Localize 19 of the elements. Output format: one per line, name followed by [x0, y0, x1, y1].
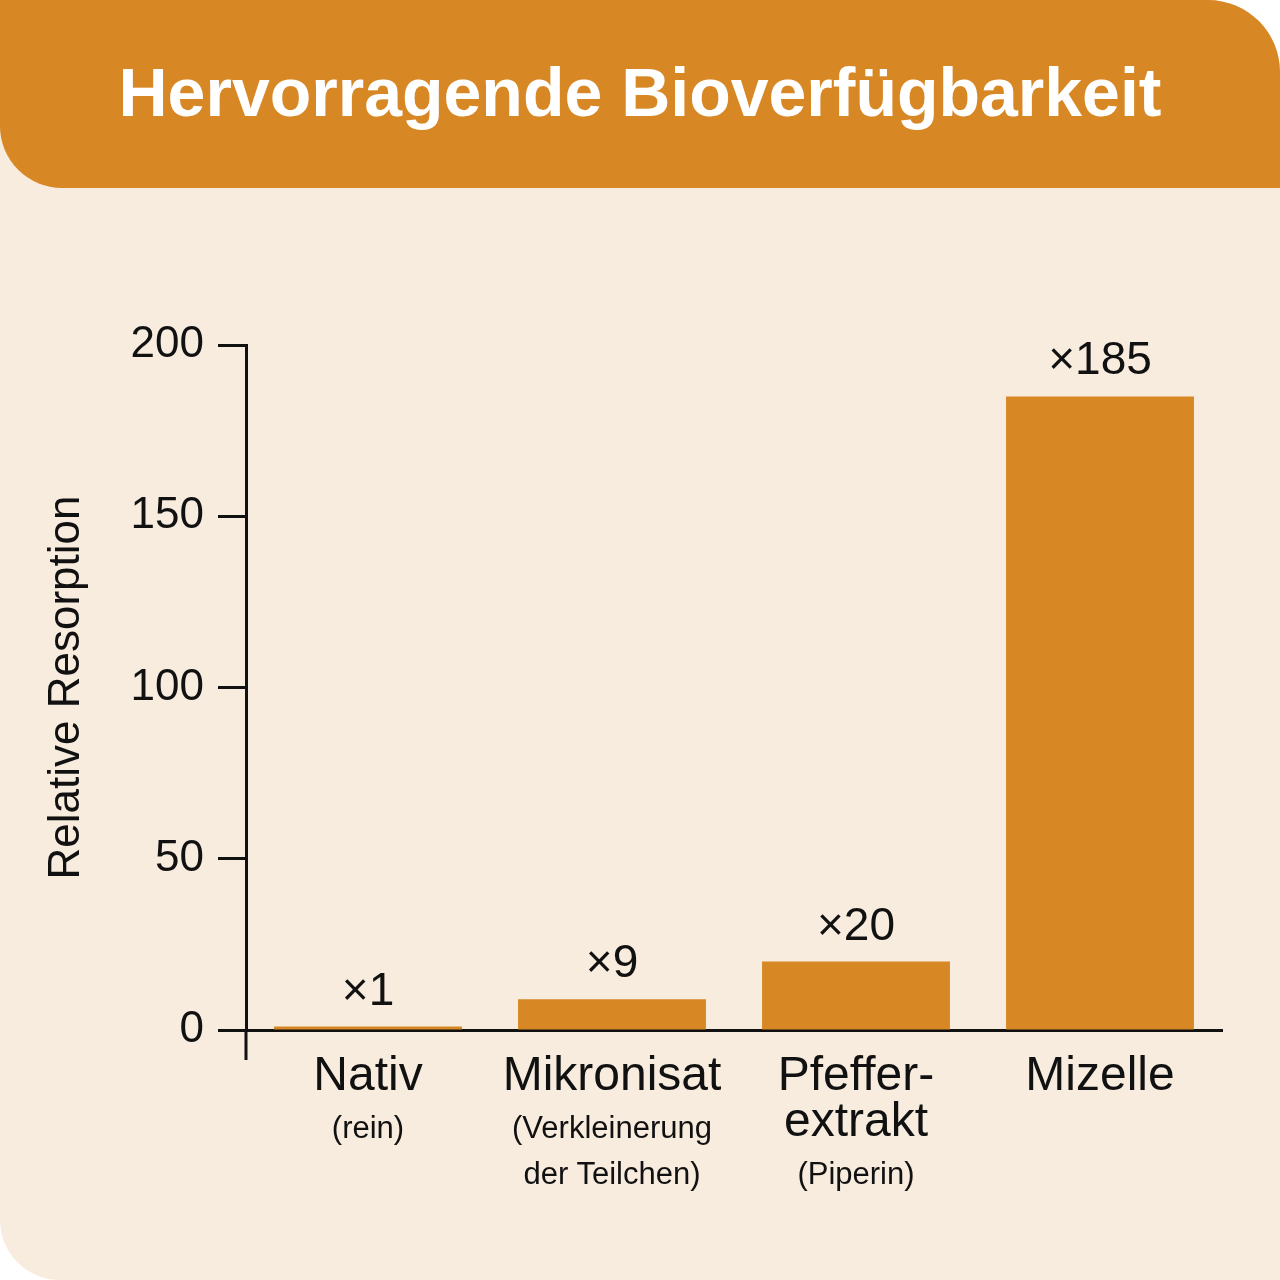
x-tick-label: Pfeffer- extrakt (Piperin)	[777, 1047, 935, 1191]
x-tick-label: Mikronisat (Verkleinerung der Teilchen)	[502, 1047, 722, 1191]
bar	[762, 961, 950, 1030]
bar	[274, 1026, 462, 1030]
y-tick-label: 100	[130, 659, 204, 709]
x-tick-label: Mizelle	[1025, 1047, 1175, 1100]
bar	[1006, 396, 1194, 1030]
x-tick-label: Nativ (rein)	[313, 1047, 423, 1145]
y-tick-label: 50	[155, 830, 204, 880]
data-label: ×1	[341, 962, 395, 1015]
y-tick-label: 0	[179, 1002, 204, 1052]
y-tick-label: 200	[130, 317, 204, 367]
bar	[518, 999, 706, 1030]
data-label: ×9	[585, 935, 639, 988]
chart-title: Hervorragende Bioverfügbarkeit	[117, 53, 1163, 132]
y-tick-label: 150	[130, 488, 204, 538]
y-axis-title: Relative Resorption	[38, 495, 88, 880]
data-label: ×185	[1048, 332, 1152, 385]
data-label: ×20	[816, 897, 896, 950]
